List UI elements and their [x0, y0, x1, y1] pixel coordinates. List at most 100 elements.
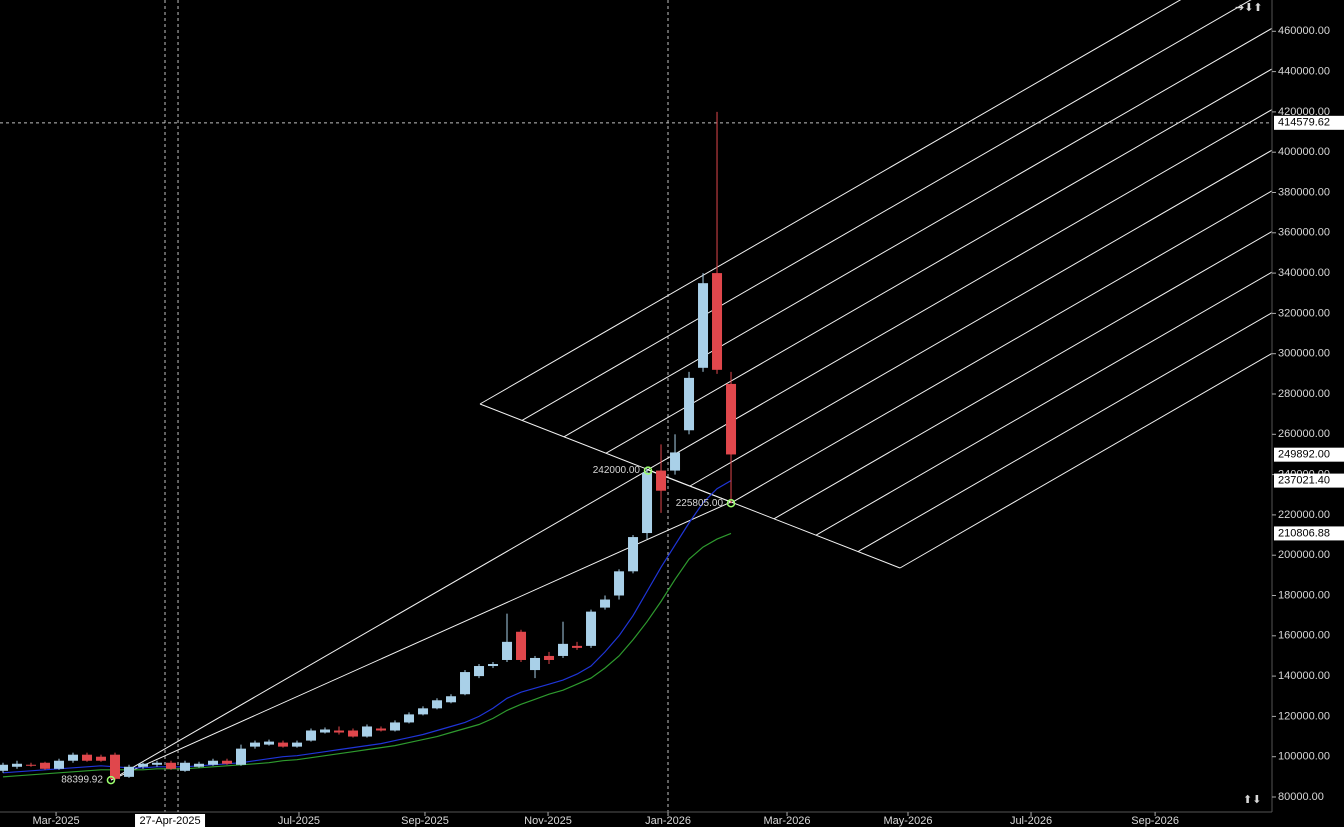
y-tick-label: 160000.00 — [1278, 630, 1330, 642]
candle-body — [390, 722, 401, 731]
y-tick-label: 360000.00 — [1278, 227, 1330, 239]
fan-line — [731, 190, 1273, 503]
candle-body — [362, 726, 373, 737]
candle-body — [572, 645, 583, 648]
candle-body — [684, 377, 695, 431]
fan-handle — [110, 501, 732, 781]
candle-body — [586, 611, 597, 646]
candle-body — [376, 728, 387, 731]
price-tag-label: 210806.88 — [1278, 527, 1330, 539]
candle-body — [25, 764, 36, 766]
x-tick-label: May-2026 — [884, 815, 933, 827]
candle-body — [432, 700, 443, 709]
candle-body — [0, 764, 8, 771]
fan-line — [647, 109, 1273, 471]
candle-body — [474, 666, 485, 677]
x-tick-label: Jan-2026 — [645, 815, 691, 827]
candle-body — [109, 754, 120, 779]
x-tick-label: Sep-2026 — [1131, 815, 1179, 827]
candle-body — [292, 742, 303, 747]
fan-line — [857, 312, 1273, 553]
y-tick-label: 180000.00 — [1278, 589, 1330, 601]
y-tick-label: 300000.00 — [1278, 348, 1330, 360]
x-tick-label: Nov-2025 — [524, 815, 572, 827]
candle-body — [236, 748, 247, 765]
candle-body — [446, 696, 457, 703]
y-tick-label: 260000.00 — [1278, 428, 1330, 440]
candle-body — [488, 664, 499, 667]
candle-body — [278, 742, 289, 747]
y-tick-label: 440000.00 — [1278, 66, 1330, 78]
fan-line — [773, 231, 1273, 520]
candle-body — [656, 470, 667, 491]
price-tag — [1274, 447, 1344, 462]
candle-body — [334, 730, 345, 733]
y-tick-label: 140000.00 — [1278, 670, 1330, 682]
scale-icons[interactable]: ⬆⬇ — [1243, 794, 1261, 806]
candle-body — [670, 452, 681, 471]
candle-body — [138, 763, 149, 767]
candle-body — [530, 657, 541, 671]
candle-body — [418, 708, 429, 715]
fan-handle — [110, 469, 649, 781]
x-tick-label: Jul-2025 — [278, 815, 320, 827]
price-tag-label: 249892.00 — [1278, 449, 1330, 461]
crosshair-y-label: 414579.62 — [1278, 117, 1330, 129]
candle-body — [628, 537, 639, 572]
candle-body — [348, 730, 359, 737]
candle-body — [53, 760, 64, 769]
candle-body — [39, 762, 50, 769]
candle-body — [264, 741, 275, 745]
candle-body — [166, 762, 177, 769]
candle-body — [600, 599, 611, 608]
candle-body — [460, 672, 471, 695]
candle-body — [642, 472, 653, 534]
candle-body — [516, 631, 527, 660]
price-tag — [1274, 526, 1344, 541]
candle-body — [194, 763, 205, 767]
y-tick-label: 280000.00 — [1278, 388, 1330, 400]
x-tick-label: Mar-2025 — [33, 815, 80, 827]
candle-body — [81, 754, 92, 761]
y-tick-label: 420000.00 — [1278, 106, 1330, 118]
y-tick-label: 100000.00 — [1278, 751, 1330, 763]
candle-body — [726, 383, 737, 455]
fan-line — [521, 0, 1252, 421]
candle-body — [306, 730, 317, 741]
y-tick-label: 460000.00 — [1278, 25, 1330, 37]
pitchfork — [110, 0, 1273, 781]
price-axis — [1272, 0, 1344, 827]
fan-line — [479, 0, 1182, 405]
point-label: 242000.00 — [593, 465, 641, 476]
fan-line — [815, 271, 1273, 536]
y-tick-label: 80000.00 — [1278, 791, 1324, 803]
y-tick-label: 220000.00 — [1278, 509, 1330, 521]
x-tick-label: Sep-2025 — [401, 815, 449, 827]
scroll-icons[interactable]: ➔⬇⬆ — [1235, 2, 1263, 14]
candle-body — [502, 641, 513, 660]
candle-body — [544, 655, 555, 660]
price-tag — [1274, 473, 1344, 488]
candle-body — [614, 571, 625, 596]
y-tick-label: 320000.00 — [1278, 307, 1330, 319]
candle-body — [152, 762, 163, 765]
y-tick-label: 340000.00 — [1278, 267, 1330, 279]
y-tick-label: 400000.00 — [1278, 146, 1330, 158]
fan-line — [689, 149, 1273, 487]
candle-body — [11, 763, 22, 767]
candle-body — [67, 754, 78, 761]
point-marker — [726, 498, 736, 508]
candle-body — [320, 729, 331, 733]
fan-line — [563, 27, 1273, 438]
crosshair-tag — [1274, 115, 1344, 130]
x-tick-label: Jul-2026 — [1010, 815, 1052, 827]
candle-body — [222, 760, 233, 764]
crosshair-x-label: 27-Apr-2025 — [139, 815, 200, 827]
candle-body — [208, 760, 219, 765]
candle-body — [404, 714, 415, 723]
y-tick-label: 120000.00 — [1278, 710, 1330, 722]
price-tag-label: 237021.40 — [1278, 475, 1330, 487]
y-tick-label: 200000.00 — [1278, 549, 1330, 561]
candle-body — [124, 766, 135, 777]
